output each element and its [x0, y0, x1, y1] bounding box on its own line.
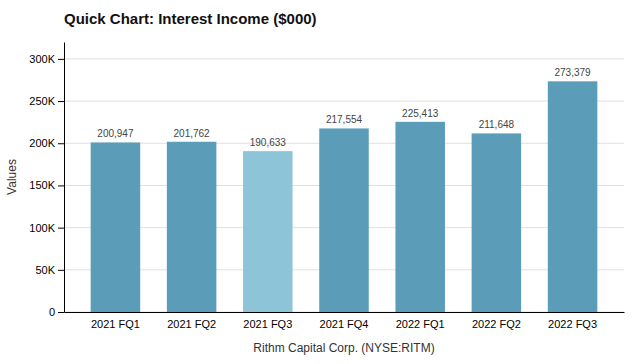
chart: 0 50K 100K 150K 200K 250K 300K 2021 FQ1 2021 FQ2… [0, 0, 640, 364]
data-label: 190,633 [250, 137, 287, 148]
tick-label: 0 [49, 306, 55, 318]
data-label: 217,554 [326, 114, 363, 125]
grid [64, 59, 624, 312]
tick-mark [58, 270, 64, 271]
tick-mark [58, 312, 64, 313]
tick-mark [58, 228, 64, 229]
tick: 2022 FQ2 [472, 318, 521, 330]
y-axis-title: Values [5, 159, 19, 195]
tick-mark [58, 59, 64, 60]
x-axis: 2021 FQ1 2021 FQ2 2021 FQ3 2021 FQ4 2022 FQ1… [65, 313, 625, 330]
bar [243, 151, 293, 312]
bar [167, 142, 217, 312]
tick-label: 2022 FQ1 [396, 318, 445, 330]
tick: 2021 FQ1 [91, 318, 140, 330]
tick-label: 2021 FQ3 [243, 318, 292, 330]
grid-line [64, 101, 624, 102]
tick-label: 50K [35, 264, 55, 276]
tick: 50K [35, 264, 64, 276]
axis-line [65, 312, 625, 313]
tick: 2022 FQ1 [396, 318, 445, 330]
data-label: 200,947 [97, 128, 134, 139]
tick: 2021 FQ3 [243, 318, 292, 330]
tick: 150K [29, 179, 64, 191]
bar [91, 142, 141, 312]
tick: 200K [29, 137, 64, 149]
tick-label: 2022 FQ3 [548, 318, 597, 330]
tick-mark [58, 101, 64, 102]
grid-line [64, 58, 624, 59]
tick-label: 2021 FQ4 [320, 318, 369, 330]
tick-label: 200K [29, 137, 55, 149]
x-axis-title: Rithm Capital Corp. (NYSE:RITM) [253, 341, 434, 355]
tick-label: 2022 FQ2 [472, 318, 521, 330]
tick-label: 100K [29, 222, 55, 234]
tick: 250K [29, 95, 64, 107]
y-axis: 0 50K 100K 150K 200K 250K 300K [29, 43, 64, 319]
tick-label: 250K [29, 95, 55, 107]
data-label: 211,648 [479, 119, 515, 130]
bar [472, 133, 522, 312]
data-label: 201,762 [174, 128, 211, 139]
axis-line [64, 43, 65, 313]
tick: 100K [29, 222, 64, 234]
tick: 2021 FQ4 [320, 318, 369, 330]
bar [395, 122, 445, 312]
bar [319, 128, 369, 312]
tick: 0 [49, 306, 64, 318]
tick: 300K [29, 53, 64, 65]
bars [91, 81, 598, 312]
tick: 2022 FQ3 [548, 318, 597, 330]
plot: 0 50K 100K 150K 200K 250K 300K 2021 FQ1 2021 FQ2… [29, 43, 624, 330]
bar [548, 81, 598, 312]
tick-label: 2021 FQ2 [167, 318, 216, 330]
data-labels: 200,947 201,762 190,633 217,554 225,413 211,6… [97, 67, 591, 148]
tick: 2021 FQ2 [167, 318, 216, 330]
tick-mark [58, 185, 64, 186]
tick-label: 2021 FQ1 [91, 318, 140, 330]
data-label: 225,413 [402, 108, 439, 119]
title: Quick Chart: Interest Income ($000) [64, 10, 317, 27]
tick-mark [58, 143, 64, 144]
data-label: 273,379 [554, 67, 591, 78]
tick-label: 150K [29, 179, 55, 191]
tick-label: 300K [29, 53, 55, 65]
